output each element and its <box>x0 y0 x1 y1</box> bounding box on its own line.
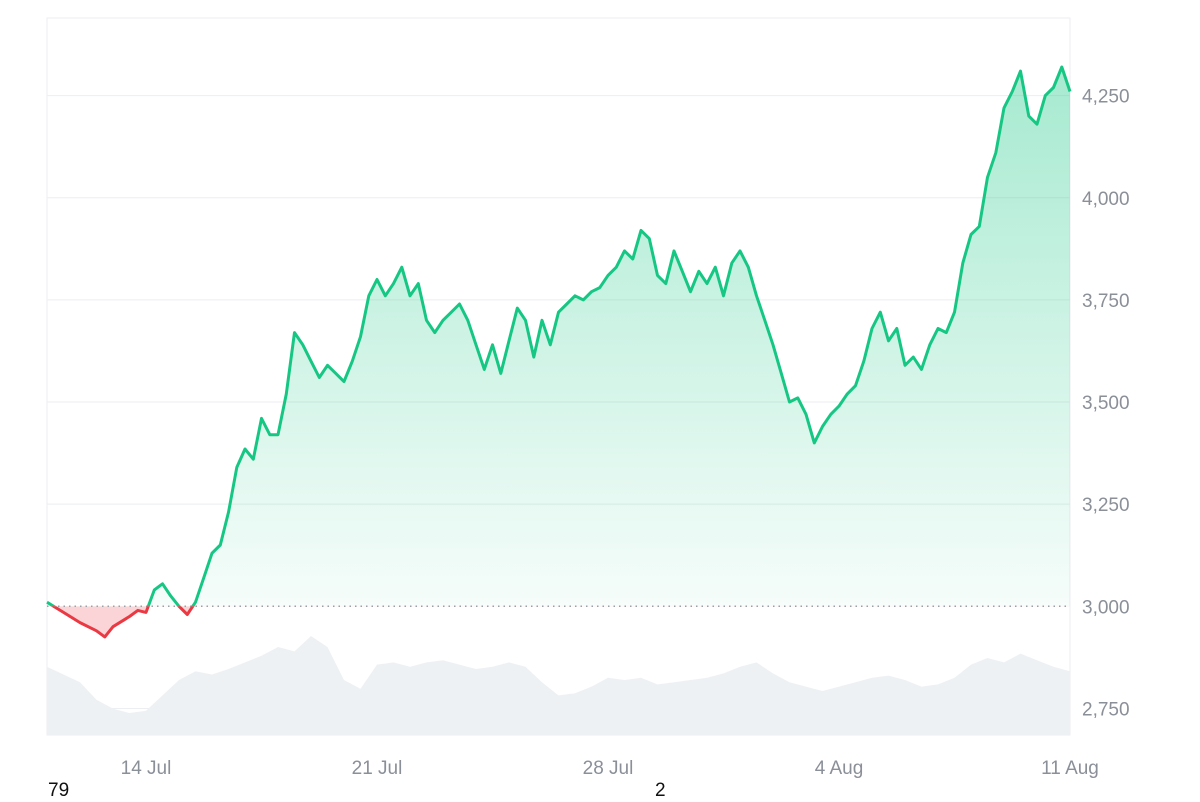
x-tick-label: 4 Aug <box>815 758 864 779</box>
y-tick-label: 4,000 <box>1082 189 1130 210</box>
x-tick-label: 11 Aug <box>1041 758 1099 779</box>
y-tick-label: 2,750 <box>1082 699 1130 720</box>
y-tick-label: 3,250 <box>1082 495 1130 516</box>
y-tick-label: 3,000 <box>1082 597 1130 618</box>
price-line-layer <box>46 65 1072 639</box>
x-tick-label: 21 Jul <box>352 758 403 779</box>
area-fill-layer <box>47 67 1070 637</box>
y-tick-label: 4,250 <box>1082 87 1130 108</box>
corner-label-center: 2 <box>655 780 666 801</box>
y-tick-label: 3,500 <box>1082 393 1130 414</box>
volume-layer <box>47 636 1070 735</box>
x-tick-label: 14 Jul <box>121 758 172 779</box>
volume-area <box>47 636 1070 735</box>
area-fill-up <box>47 67 1070 607</box>
x-tick-label: 28 Jul <box>583 758 634 779</box>
y-tick-label: 3,750 <box>1082 291 1130 312</box>
x-axis-ticks: 14 Jul 21 Jul 28 Jul 4 Aug 11 Aug <box>121 758 1099 779</box>
corner-label-left: 79 <box>48 780 70 801</box>
price-line-up <box>46 65 1072 607</box>
y-axis-ticks: 2,750 3,000 3,250 3,500 3,750 4,000 4,250 <box>1082 87 1130 721</box>
area-fill-down <box>53 606 193 637</box>
